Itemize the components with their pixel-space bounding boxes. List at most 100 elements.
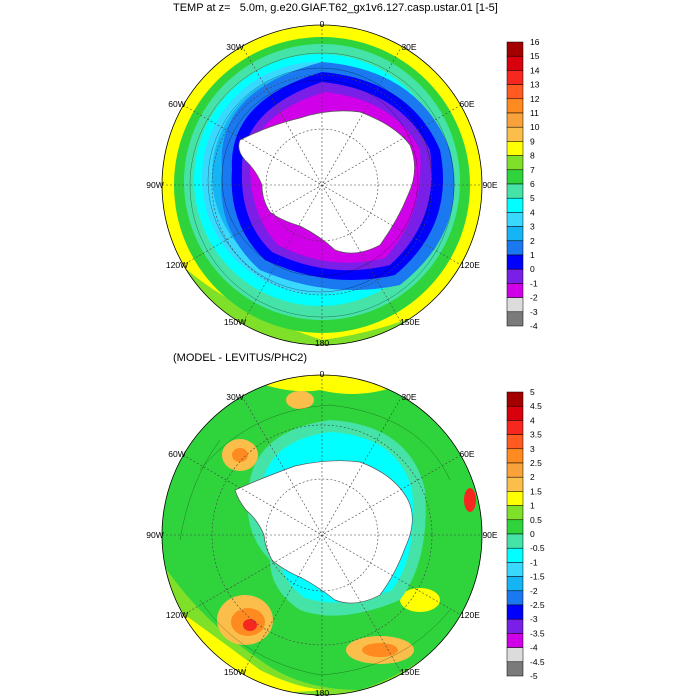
- top-panel-title: TEMP at z= 5.0m, g.e20.GIAF.T62_gx1v6.12…: [173, 2, 498, 14]
- colorbar-swatch: [506, 41, 524, 57]
- lon-label: 30W: [226, 392, 243, 402]
- lon-label: 30W: [226, 42, 243, 52]
- colorbar-tick-label: -2: [530, 586, 538, 596]
- lon-label: 30E: [401, 392, 416, 402]
- lon-label: 120E: [460, 260, 480, 270]
- colorbar-tick-label: -4: [530, 321, 538, 331]
- colorbar-swatch: [506, 311, 524, 327]
- bottom-colorbar: 5 4.5 4 3.5 3 2.5 2 1.5 1 0.5 0 -0.5 -1 -1.5 -2 -2.5 -3 -…: [506, 388, 545, 681]
- lon-label: 150W: [224, 667, 246, 677]
- colorbar-swatch: [506, 112, 524, 128]
- lon-label: 60W: [168, 99, 185, 109]
- colorbar-swatch: [506, 448, 524, 464]
- lon-label: 180: [315, 338, 329, 348]
- colorbar-swatch: [506, 297, 524, 313]
- colorbar-tick-label: 12: [530, 94, 540, 104]
- colorbar-tick-label: -2: [530, 293, 538, 303]
- lon-label: 90E: [482, 180, 497, 190]
- lon-label: 120E: [460, 610, 480, 620]
- colorbar-swatch: [506, 647, 524, 663]
- colorbar-swatch: [506, 661, 524, 677]
- colorbar-swatch: [506, 562, 524, 577]
- colorbar-tick-label: -1: [530, 278, 538, 288]
- lon-label: 0: [320, 19, 325, 29]
- colorbar-swatch: [506, 590, 524, 606]
- colorbar-swatch: [506, 434, 524, 450]
- colorbar-tick-label: -3: [530, 307, 538, 317]
- colorbar-swatch: [506, 604, 524, 620]
- colorbar-swatch: [506, 183, 524, 199]
- colorbar-tick-label: 2: [530, 472, 535, 482]
- colorbar-swatch: [506, 505, 524, 521]
- colorbar-swatch: [506, 576, 524, 592]
- colorbar-tick-label: 10: [530, 122, 540, 132]
- lon-label: 90W: [146, 180, 163, 190]
- lon-label: 180: [315, 688, 329, 698]
- colorbar-tick-label: 4: [530, 207, 535, 217]
- colorbar-tick-label: 0: [530, 529, 535, 539]
- lon-label: 150W: [224, 317, 246, 327]
- colorbar-tick-label: 1.5: [530, 486, 542, 496]
- colorbar-tick-label: -3.5: [530, 628, 545, 638]
- colorbar-tick-label: 3.5: [530, 430, 542, 440]
- colorbar-swatch: [506, 633, 524, 648]
- colorbar-tick-label: 15: [530, 51, 540, 61]
- colorbar-tick-label: 13: [530, 80, 540, 90]
- colorbar-tick-label: 11: [530, 108, 539, 118]
- colorbar-tick-label: -5: [530, 671, 538, 681]
- colorbar-tick-label: -3: [530, 614, 538, 624]
- colorbar-swatch: [506, 618, 524, 634]
- colorbar-tick-label: 1: [530, 501, 535, 511]
- lon-label: 60E: [459, 449, 474, 459]
- colorbar-tick-label: -0.5: [530, 543, 545, 553]
- colorbar-swatch: [506, 491, 524, 506]
- colorbar-swatch: [506, 268, 524, 284]
- colorbar-swatch: [506, 283, 524, 298]
- colorbar-swatch: [506, 70, 524, 85]
- colorbar-swatch: [506, 391, 524, 407]
- colorbar-swatch: [506, 169, 524, 185]
- colorbar-swatch: [506, 420, 524, 435]
- colorbar-tick-label: 2.5: [530, 458, 542, 468]
- colorbar-swatch: [506, 141, 524, 156]
- colorbar-tick-label: 4: [530, 415, 535, 425]
- lon-label: 90W: [146, 530, 163, 540]
- colorbar-swatch: [506, 547, 524, 563]
- colorbar-swatch: [506, 155, 524, 171]
- colorbar-swatch: [506, 126, 524, 142]
- colorbar-tick-label: 0: [530, 264, 535, 274]
- colorbar-swatch: [506, 98, 524, 114]
- colorbar-tick-label: 5: [530, 193, 535, 203]
- colorbar-tick-label: 4.5: [530, 401, 542, 411]
- colorbar-swatch: [506, 55, 524, 71]
- colorbar-tick-label: 14: [530, 65, 540, 75]
- colorbar-tick-label: 8: [530, 151, 535, 161]
- colorbar-tick-label: -1.5: [530, 572, 545, 582]
- colorbar-swatch: [506, 476, 524, 492]
- colorbar-tick-label: 0.5: [530, 515, 542, 525]
- bottom-difference-map: 0 30E 60E 90E 120E 150E 180 150W 120W 90…: [146, 369, 498, 698]
- colorbar-swatch: [506, 533, 524, 549]
- colorbar-swatch: [506, 84, 524, 100]
- lon-label: 150E: [400, 317, 420, 327]
- colorbar-swatch: [506, 405, 524, 421]
- lon-label: 30E: [401, 42, 416, 52]
- colorbar-tick-label: 3: [530, 222, 535, 232]
- colorbar-swatch: [506, 212, 524, 227]
- lon-label: 120W: [166, 610, 188, 620]
- colorbar-tick-label: 16: [530, 38, 540, 47]
- colorbar-tick-label: 2: [530, 236, 535, 246]
- colorbar-tick-label: 3: [530, 444, 535, 454]
- colorbar-swatch: [506, 254, 524, 270]
- lon-label: 150E: [400, 667, 420, 677]
- colorbar-tick-label: 5: [530, 388, 535, 397]
- colorbar-tick-label: -4: [530, 643, 538, 653]
- colorbar-swatch: [506, 519, 524, 535]
- lon-label: 60E: [459, 99, 474, 109]
- colorbar-tick-label: -1: [530, 557, 538, 567]
- colorbar-tick-label: 9: [530, 136, 535, 146]
- colorbar-tick-label: 1: [530, 250, 535, 260]
- colorbar-swatch: [506, 462, 524, 478]
- lon-label: 60W: [168, 449, 185, 459]
